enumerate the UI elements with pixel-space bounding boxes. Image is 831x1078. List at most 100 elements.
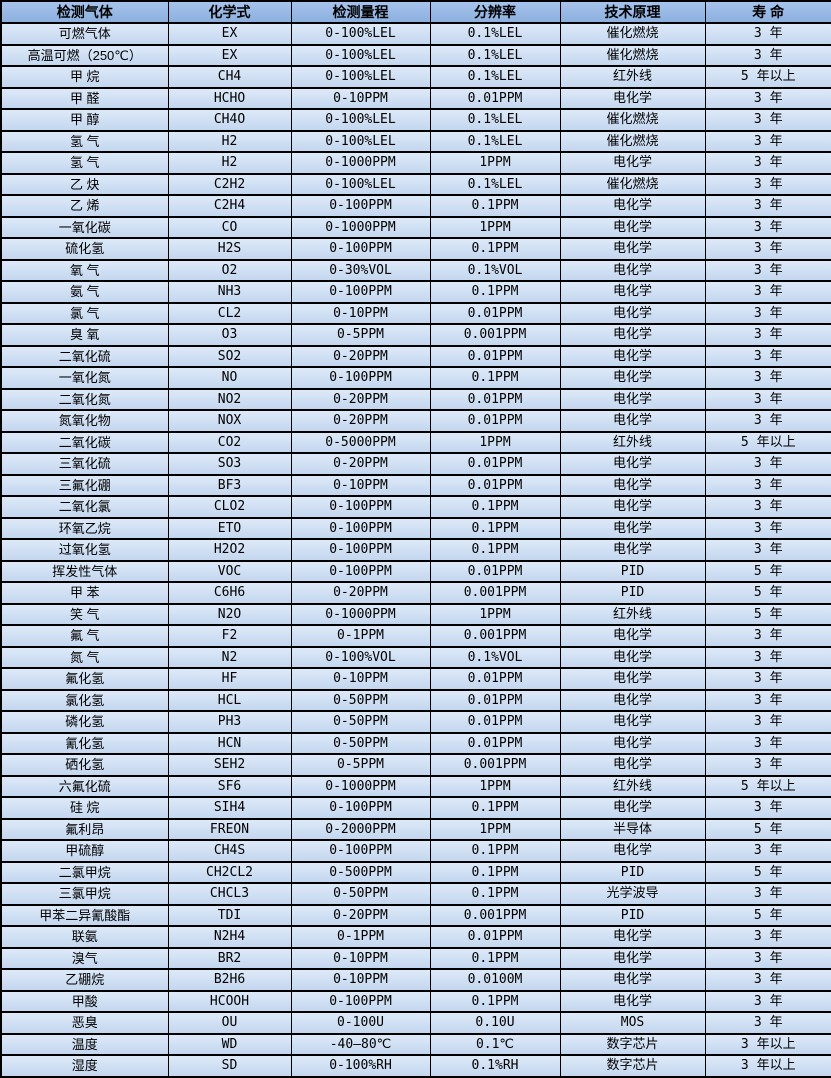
cell-formula: EX [167, 43, 292, 67]
cell-range: 0-50PPM [290, 710, 431, 734]
cell-formula: WD [167, 1032, 292, 1056]
cell-resolution: 0.01PPM [429, 473, 561, 497]
cell-range: 0-5PPM [290, 753, 431, 777]
cell-resolution: 0.1PPM [429, 194, 561, 218]
cell-range: 0-2000PPM [290, 817, 431, 841]
cell-principle: 电化学 [559, 387, 706, 411]
cell-principle: 红外线 [559, 774, 706, 798]
cell-range: 0-100PPM [290, 194, 431, 218]
cell-gas: 磷化氢 [0, 710, 169, 734]
cell-lifespan: 5 年以上 [704, 774, 831, 798]
cell-principle: 电化学 [559, 688, 706, 712]
cell-formula: SEH2 [167, 753, 292, 777]
table-row: 过氧化氢 H2O2 0-100PPM 0.1PPM 电化学 3 年 [0, 538, 831, 562]
table-row: 恶臭 OU 0-100U 0.10U MOS 3 年 [0, 1011, 831, 1035]
cell-principle: PID [559, 860, 706, 884]
cell-gas: 挥发性气体 [0, 559, 169, 583]
cell-formula: HF [167, 667, 292, 691]
table-row: 氯 气 CL2 0-10PPM 0.01PPM 电化学 3 年 [0, 301, 831, 325]
cell-range: 0-50PPM [290, 731, 431, 755]
cell-formula: BR2 [167, 946, 292, 970]
cell-principle: 电化学 [559, 796, 706, 820]
cell-lifespan: 3 年 [704, 215, 831, 239]
cell-gas: 氯化氢 [0, 688, 169, 712]
cell-principle: 电化学 [559, 237, 706, 261]
cell-principle: 电化学 [559, 516, 706, 540]
cell-range: 0-100%LEL [290, 172, 431, 196]
cell-gas: 氟 气 [0, 624, 169, 648]
table-row: 硫化氢 H2S 0-100PPM 0.1PPM 电化学 3 年 [0, 237, 831, 261]
cell-formula: CLO2 [167, 495, 292, 519]
cell-formula: CO [167, 215, 292, 239]
cell-resolution: 1PPM [429, 430, 561, 454]
cell-lifespan: 3 年 [704, 387, 831, 411]
cell-resolution: 0.001PPM [429, 323, 561, 347]
cell-lifespan: 3 年 [704, 688, 831, 712]
table-row: 氟化氢 HF 0-10PPM 0.01PPM 电化学 3 年 [0, 667, 831, 691]
cell-gas: 六氟化硫 [0, 774, 169, 798]
cell-formula: NO2 [167, 387, 292, 411]
cell-gas: 环氧乙烷 [0, 516, 169, 540]
cell-resolution: 0.1PPM [429, 882, 561, 906]
cell-gas: 甲 醛 [0, 86, 169, 110]
cell-range: 0-20PPM [290, 387, 431, 411]
table-row: 挥发性气体 VOC 0-100PPM 0.01PPM PID 5 年 [0, 559, 831, 583]
cell-range: 0-100%RH [290, 1054, 431, 1078]
cell-range: 0-10PPM [290, 473, 431, 497]
cell-resolution: 0.1PPM [429, 796, 561, 820]
cell-principle: 电化学 [559, 710, 706, 734]
cell-gas: 甲 醇 [0, 108, 169, 132]
cell-range: 0-100PPM [290, 839, 431, 863]
cell-gas: 一氧化氮 [0, 366, 169, 390]
cell-gas: 臭 氧 [0, 323, 169, 347]
cell-range: 0-100PPM [290, 495, 431, 519]
cell-formula: SD [167, 1054, 292, 1078]
cell-formula: H2O2 [167, 538, 292, 562]
table-row: 氟利昂 FREON 0-2000PPM 1PPM 半导体 5 年 [0, 817, 831, 841]
cell-gas: 溴气 [0, 946, 169, 970]
cell-principle: 电化学 [559, 645, 706, 669]
cell-lifespan: 3 年 [704, 538, 831, 562]
table-row: 联氨 N2H4 0-1PPM 0.01PPM 电化学 3 年 [0, 925, 831, 949]
cell-principle: 电化学 [559, 667, 706, 691]
cell-resolution: 0.1%VOL [429, 258, 561, 282]
cell-formula: HCN [167, 731, 292, 755]
cell-gas: 乙 炔 [0, 172, 169, 196]
cell-formula: TDI [167, 903, 292, 927]
cell-gas: 温度 [0, 1032, 169, 1056]
cell-principle: 电化学 [559, 495, 706, 519]
table-row: 甲 醇 CH4O 0-100%LEL 0.1%LEL 催化燃烧 3 年 [0, 108, 831, 132]
cell-formula: C2H2 [167, 172, 292, 196]
cell-resolution: 0.1%LEL [429, 108, 561, 132]
cell-range: 0-100PPM [290, 538, 431, 562]
cell-formula: C2H4 [167, 194, 292, 218]
table-row: 甲 苯 C6H6 0-20PPM 0.001PPM PID 5 年 [0, 581, 831, 605]
table-row: 氰化氢 HCN 0-50PPM 0.01PPM 电化学 3 年 [0, 731, 831, 755]
cell-lifespan: 3 年 [704, 645, 831, 669]
cell-lifespan: 5 年 [704, 860, 831, 884]
table-row: 乙 炔 C2H2 0-100%LEL 0.1%LEL 催化燃烧 3 年 [0, 172, 831, 196]
cell-range: 0-1000PPM [290, 151, 431, 175]
cell-gas: 一氧化碳 [0, 215, 169, 239]
cell-lifespan: 3 年 [704, 194, 831, 218]
cell-range: 0-100PPM [290, 366, 431, 390]
cell-gas: 硒化氢 [0, 753, 169, 777]
cell-lifespan: 3 年 [704, 1011, 831, 1035]
cell-range: 0-10PPM [290, 667, 431, 691]
table-row: 氢 气 H2 0-100%LEL 0.1%LEL 催化燃烧 3 年 [0, 129, 831, 153]
cell-lifespan: 3 年 [704, 839, 831, 863]
cell-principle: 电化学 [559, 925, 706, 949]
cell-formula: CHCL3 [167, 882, 292, 906]
cell-range: 0-100PPM [290, 559, 431, 583]
cell-resolution: 0.01PPM [429, 688, 561, 712]
cell-resolution: 0.1%RH [429, 1054, 561, 1078]
cell-lifespan: 3 年 [704, 667, 831, 691]
cell-range: 0-30%VOL [290, 258, 431, 282]
cell-lifespan: 3 年 [704, 968, 831, 992]
cell-lifespan: 3 年 [704, 753, 831, 777]
cell-formula: SF6 [167, 774, 292, 798]
cell-resolution: 0.1PPM [429, 860, 561, 884]
cell-gas: 湿度 [0, 1054, 169, 1078]
table-row: 氯化氢 HCL 0-50PPM 0.01PPM 电化学 3 年 [0, 688, 831, 712]
cell-resolution: 0.1%LEL [429, 172, 561, 196]
